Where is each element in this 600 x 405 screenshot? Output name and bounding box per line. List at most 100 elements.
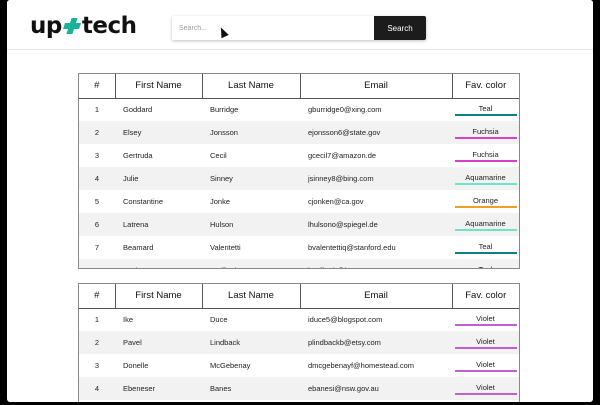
last-name-cell: Burridge <box>210 105 239 115</box>
table-row[interactable]: 5 Constantine Jonke cjonken@ca.gov Orange <box>79 190 519 213</box>
first-name-cell: Gertruda <box>123 151 153 160</box>
email-cell: lhulsono@spiegel.de <box>300 213 452 236</box>
email-cell: bvalentettiq@stanford.edu <box>308 243 396 252</box>
fav-color-cell: Teal <box>452 259 519 269</box>
last-name-cell: Stafford <box>202 259 300 268</box>
row-number: 5 <box>94 197 100 206</box>
email-cell: plindbackb@etsy.com <box>300 331 452 354</box>
first-name-cell: Constantine <box>123 197 164 206</box>
header-num[interactable]: # <box>79 74 116 99</box>
search-bar: Search <box>172 16 426 40</box>
row-number: 4 <box>79 167 115 190</box>
header-fav-color[interactable]: Fav. color <box>452 284 519 309</box>
header-first-name[interactable]: First Name <box>115 74 203 99</box>
row-number: 2 <box>79 331 115 354</box>
color-badge: Aquamarine <box>454 173 517 185</box>
last-name-cell: Jonsson <box>202 121 300 144</box>
header-first-name[interactable]: First Name <box>115 284 203 309</box>
header-fav-color[interactable]: Fav. color <box>452 74 519 99</box>
table-row[interactable]: 8JordanaStaffordjstaffordr@instagram.com… <box>79 259 519 269</box>
email-cell: jstaffordr@instagram.com <box>300 259 452 268</box>
fav-color-cell: Fuchsia <box>452 121 519 144</box>
table-row[interactable]: 2 Pavel Lindback plindbackb@etsy.com Violet <box>79 331 519 354</box>
first-name-cell: Latrena <box>115 213 202 236</box>
search-input[interactable] <box>172 16 374 40</box>
first-name-cell: Elsey <box>115 121 202 144</box>
last-name-cell: Valentetti <box>210 243 241 252</box>
table-row[interactable]: 3 Donelle McGebenay dmcgebenayf@homestead.c… <box>79 354 519 377</box>
fav-color-cell: Violet <box>452 308 519 331</box>
color-badge: Violet <box>454 360 517 372</box>
row-number: 8 <box>79 259 115 268</box>
fav-color-cell: Violet <box>452 354 519 377</box>
last-name-cell: Hulson <box>202 213 300 236</box>
last-name-cell: Lindback <box>202 331 300 354</box>
table-row[interactable]: 6 Latrena Hulson lhulsono@spiegel.de Aquamar… <box>79 213 519 236</box>
table-row[interactable]: 7 Beamard Valentetti bvalentettiq@stanford.… <box>79 236 519 259</box>
last-name-cell: Jonke <box>210 197 231 206</box>
email-cell: cjonken@ca.gov <box>308 197 364 206</box>
first-name-cell: Pavel <box>115 331 202 354</box>
email-cell: gburridge0@xing.com <box>308 105 382 115</box>
row-number: 1 <box>94 315 100 325</box>
email-cell: iduce5@blogspot.com <box>308 315 383 325</box>
header-last-name[interactable]: Last Name <box>202 284 301 309</box>
header: up tech Search <box>7 0 593 50</box>
row-number: 4 <box>79 377 115 400</box>
last-name-cell: Banes <box>202 377 300 400</box>
fav-color-cell: Aquamarine <box>452 167 519 190</box>
first-name-cell: Goddard <box>123 105 153 115</box>
color-badge: Teal <box>454 104 517 116</box>
header-email[interactable]: Email <box>300 74 453 99</box>
last-name-cell: Cecil <box>210 151 227 160</box>
header-last-name[interactable]: Last Name <box>202 74 301 99</box>
table-row[interactable]: 1 Ike Duce iduce5@blogspot.com Violet <box>79 308 519 331</box>
row-number: 3 <box>94 151 100 160</box>
color-badge: Fuchsia <box>454 150 517 162</box>
color-badge: Aquamarine <box>454 219 517 231</box>
first-name-cell: Ike <box>123 315 134 325</box>
last-name-cell: Duce <box>210 315 228 325</box>
logo[interactable]: up tech <box>30 12 137 40</box>
users-table-1: # First Name Last Name Email Fav. color 1 God… <box>78 73 520 269</box>
first-name-cell: Julie <box>115 167 202 190</box>
first-name-cell: Beamard <box>123 243 154 252</box>
email-cell: dmcgebenayf@homestead.com <box>308 361 415 370</box>
color-badge: Violet <box>454 337 517 349</box>
email-cell: ejonsson6@state.gov <box>300 121 452 144</box>
row-number: 6 <box>79 213 115 236</box>
color-badge: Orange <box>454 196 517 208</box>
header-email[interactable]: Email <box>300 284 453 309</box>
color-badge: Teal <box>455 265 517 269</box>
logo-text-left: up <box>30 13 62 39</box>
header-num[interactable]: # <box>79 284 116 309</box>
first-name-cell: Donelle <box>123 361 149 370</box>
color-badge: Fuchsia <box>454 127 517 139</box>
table-row[interactable]: 4 Julie Sinney jsinney8@bing.com Aquamarine <box>79 167 519 190</box>
table-row[interactable]: 4 Ebeneser Banes ebanesi@nsw.gov.au Violet <box>79 377 519 400</box>
first-name-cell: Jordana <box>115 259 202 268</box>
logo-cross-icon <box>62 18 81 34</box>
email-cell: jsinney8@bing.com <box>300 167 452 190</box>
search-button[interactable]: Search <box>374 16 426 40</box>
fav-color-cell: Teal <box>452 98 519 121</box>
users-table-2: # First Name Last Name Email Fav. color 1 Ike… <box>78 283 520 402</box>
row-number: 7 <box>94 243 100 252</box>
table-row[interactable]: 2 Elsey Jonsson ejonsson6@state.gov Fuchsia <box>79 121 519 144</box>
table-row[interactable]: 3 Gertruda Cecil gcecil7@amazon.de Fuchsia <box>79 144 519 167</box>
table-header-row: # First Name Last Name Email Fav. color <box>79 284 519 309</box>
table-row[interactable]: 1 Goddard Burridge gburridge0@xing.com Teal <box>79 98 519 121</box>
fav-color-cell: Fuchsia <box>452 144 519 167</box>
row-number: 1 <box>94 105 100 115</box>
fav-color-cell: Violet <box>452 377 519 400</box>
email-cell: ebanesi@nsw.gov.au <box>300 377 452 400</box>
fav-color-cell: Orange <box>452 190 519 213</box>
color-badge: Violet <box>454 383 517 395</box>
row-number: 2 <box>79 121 115 144</box>
color-badge: Teal <box>454 242 517 254</box>
logo-text-right: tech <box>81 13 137 39</box>
email-cell: gcecil7@amazon.de <box>308 151 377 160</box>
table-header-row: # First Name Last Name Email Fav. color <box>79 74 519 99</box>
row-number: 3 <box>94 361 100 370</box>
